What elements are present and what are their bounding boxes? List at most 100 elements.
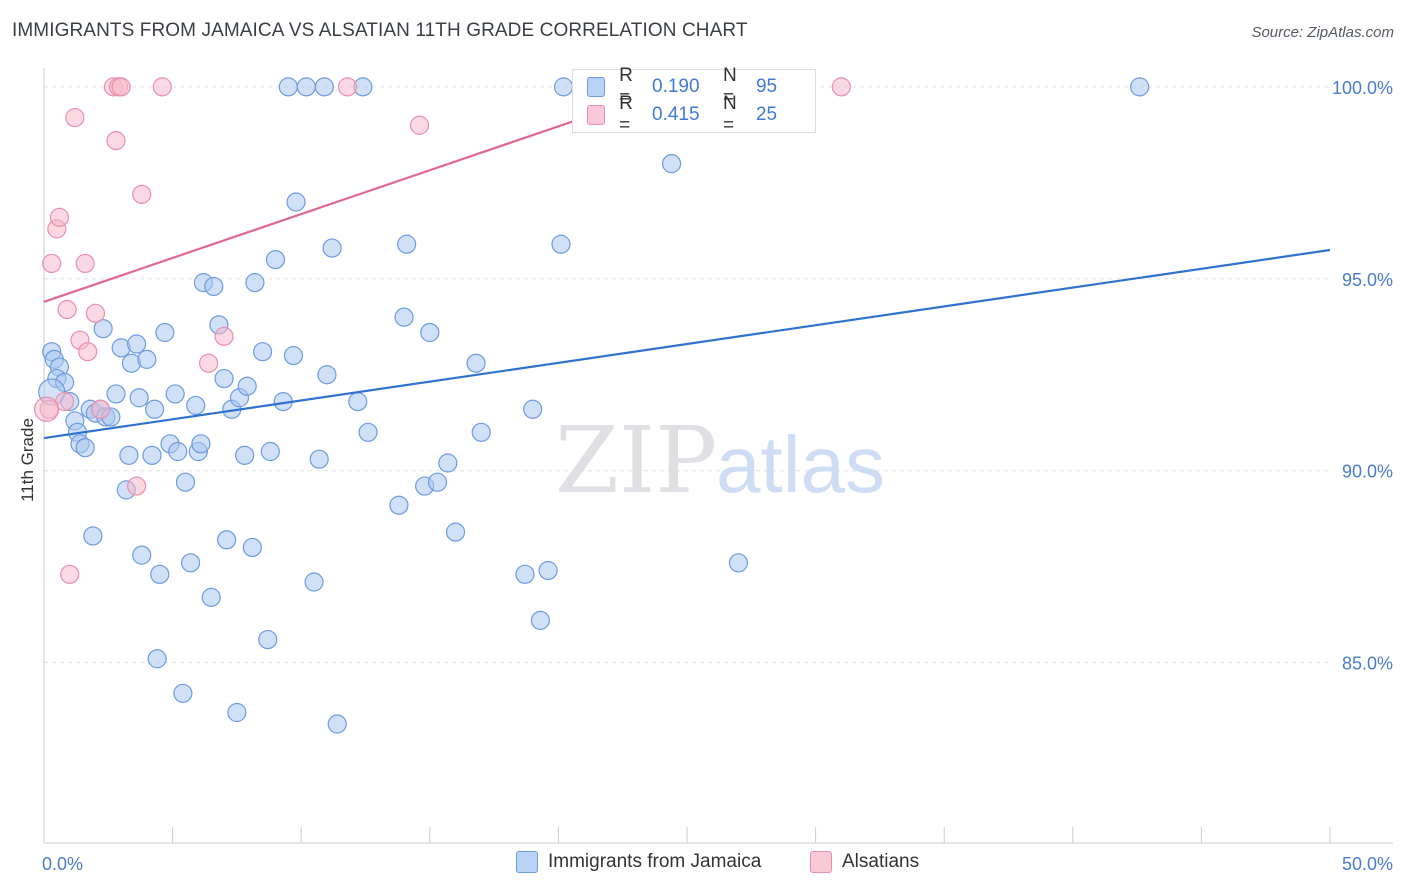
y-axis-label: 11th Grade (18, 418, 37, 502)
x-tick-label-min: 0.0% (42, 854, 83, 874)
data-point (348, 392, 368, 412)
data-point (258, 629, 278, 650)
legend-swatch-pink (810, 851, 832, 873)
data-point (60, 564, 80, 584)
data-point (111, 77, 131, 97)
data-point (317, 365, 337, 385)
series-legend-label: Alsatians (842, 851, 920, 872)
data-point (150, 564, 170, 584)
data-point (83, 526, 103, 546)
data-point (337, 77, 358, 97)
data-point (49, 207, 70, 227)
data-point (78, 342, 98, 362)
correlation-legend: R = 0.190 N = 95 R = 0.415 N = 25 (572, 65, 816, 136)
trend-line-jamaica (43, 248, 1331, 440)
data-point (201, 587, 221, 607)
data-point (530, 610, 550, 630)
data-point (283, 345, 304, 366)
data-point (147, 649, 167, 669)
legend-row-jamaica: R = 0.190 N = 95 (587, 65, 815, 108)
series-legend-jamaica[interactable]: Immigrants from Jamaica (516, 851, 761, 873)
data-point (253, 342, 273, 362)
y-tick-label: 95.0% (1342, 270, 1393, 290)
data-point (90, 399, 111, 419)
data-point (661, 154, 682, 174)
data-point (278, 77, 298, 97)
data-point (106, 131, 126, 151)
data-point (142, 445, 162, 465)
data-point (126, 476, 147, 496)
data-point (551, 234, 571, 254)
chart-title: IMMIGRANTS FROM JAMAICA VS ALSATIAN 11TH… (12, 20, 748, 41)
legend-r-value: 0.415 (652, 104, 700, 125)
axes (43, 68, 1393, 844)
data-point (427, 472, 448, 492)
data-point (1130, 77, 1150, 97)
data-point (831, 77, 851, 97)
series-immigrants-from-jamaica (38, 77, 1150, 734)
data-point (314, 77, 334, 97)
data-point (132, 545, 152, 565)
data-point (296, 77, 316, 97)
series-alsatians (33, 77, 851, 584)
legend-swatch-blue (587, 77, 606, 97)
data-point (304, 572, 324, 592)
data-point (471, 422, 491, 442)
data-point (265, 249, 286, 270)
data-point (181, 553, 201, 573)
legend-row-alsatians: R = 0.415 N = 25 (587, 93, 815, 136)
data-point (235, 445, 255, 465)
watermark-zip: ZIP (555, 407, 717, 514)
data-point (286, 192, 306, 212)
data-point (186, 395, 206, 416)
data-point (175, 472, 196, 492)
watermark: ZIP atlas (555, 407, 885, 514)
data-point (515, 564, 535, 584)
y-tick-label: 85.0% (1342, 654, 1393, 674)
series-legend-alsatians[interactable]: Alsatians (810, 851, 919, 873)
data-point (728, 553, 749, 573)
data-point (75, 253, 95, 274)
data-point (523, 399, 543, 419)
gridlines (44, 86, 1330, 664)
data-point (394, 307, 414, 327)
data-point (33, 396, 60, 422)
x-tick-label-max: 50.0% (1342, 854, 1393, 874)
data-point (137, 349, 157, 369)
series-legend-label: Immigrants from Jamaica (548, 851, 762, 872)
data-point (538, 560, 558, 581)
data-point (168, 441, 188, 462)
legend-n-label: N = (723, 65, 737, 108)
data-point (445, 522, 466, 542)
series-legend: Immigrants from Jamaica Alsatians (0, 851, 1406, 879)
data-point (214, 368, 234, 389)
y-tick-labels: 100.0% 95.0% 90.0% 85.0% (1332, 78, 1393, 674)
data-point (106, 384, 126, 404)
legend-n-value: 25 (755, 104, 778, 125)
data-point (93, 319, 113, 339)
data-point (409, 115, 430, 135)
legend-n-label: N = (723, 93, 737, 136)
data-point (466, 353, 486, 373)
source-credit: Source: ZipAtlas.com (1251, 24, 1394, 41)
data-point (438, 453, 458, 473)
watermark-atlas: atlas (716, 420, 885, 509)
data-point (227, 702, 247, 723)
data-point (214, 326, 234, 346)
data-point (260, 441, 280, 462)
data-point (242, 537, 262, 558)
data-point (65, 107, 85, 128)
data-point (245, 273, 265, 293)
trend-line-alsatians (43, 85, 675, 303)
data-point (132, 184, 152, 204)
data-point (85, 303, 106, 323)
y-tick-label: 90.0% (1342, 462, 1393, 482)
y-tick-label: 100.0% (1332, 78, 1393, 98)
data-point (217, 530, 237, 550)
data-point (358, 422, 378, 442)
legend-swatch-blue (516, 851, 538, 873)
data-point (322, 238, 342, 258)
data-point (75, 438, 95, 458)
data-point (155, 322, 175, 343)
